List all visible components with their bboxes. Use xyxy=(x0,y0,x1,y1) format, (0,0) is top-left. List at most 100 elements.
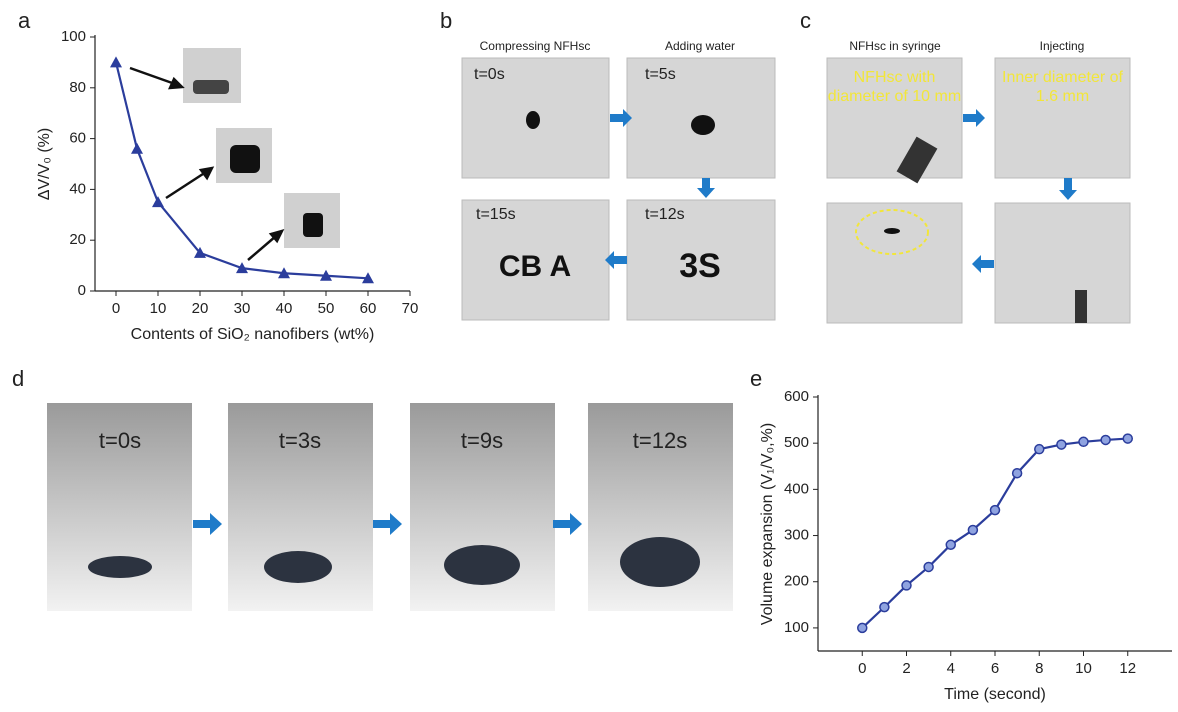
marker xyxy=(362,272,374,284)
marker xyxy=(236,262,248,274)
x-tick-label: 40 xyxy=(276,300,293,317)
marker xyxy=(1122,433,1133,444)
y-tick-label: 60 xyxy=(69,130,86,147)
photo xyxy=(994,57,1131,179)
photo xyxy=(626,199,776,321)
inset xyxy=(183,48,241,103)
x-tick-label: 10 xyxy=(1075,660,1092,677)
marker xyxy=(152,196,164,208)
marker xyxy=(320,269,332,281)
x-tick-label: 12 xyxy=(1119,660,1136,677)
note: NFHsc with diameter of 10 mm xyxy=(827,69,962,105)
note-box: NFHsc with diameter of 10 mm xyxy=(827,69,962,105)
panel-label: b xyxy=(440,8,452,33)
x-tick-label: 0 xyxy=(112,300,120,317)
note: Inner diameter of 1.6 mm xyxy=(1002,69,1123,105)
x-tick-label: 30 xyxy=(234,300,251,317)
sample xyxy=(230,145,260,173)
pointer-head xyxy=(198,166,215,181)
marker xyxy=(967,524,979,536)
data-line xyxy=(114,62,369,280)
y-axis-label: Volume expansion (V₁/V₀,%) xyxy=(759,423,776,625)
arrow xyxy=(1059,178,1077,200)
marker xyxy=(1078,436,1089,448)
sample xyxy=(193,80,229,94)
x-tick-label: 8 xyxy=(1035,660,1043,677)
panel-label: e xyxy=(750,366,762,391)
y-tick-label: 0 xyxy=(78,282,86,299)
sample xyxy=(691,115,715,135)
x-tick-label: 20 xyxy=(192,300,209,317)
y-tick-label: 20 xyxy=(69,231,86,248)
marker xyxy=(879,601,890,613)
y-tick-label: 500 xyxy=(784,434,809,451)
photo xyxy=(826,57,963,179)
caption: NFHsc in syringe xyxy=(849,39,941,53)
x-tick-label: 4 xyxy=(947,660,955,677)
time-label: t=0s xyxy=(99,428,141,453)
panel-label: a xyxy=(18,8,31,33)
x-axis-label: Time (second) xyxy=(944,686,1046,703)
sample xyxy=(303,213,323,237)
y-tick-label: 400 xyxy=(784,480,809,497)
sample: 3S xyxy=(679,247,721,285)
arrow xyxy=(697,178,715,198)
marker xyxy=(194,246,206,258)
marker xyxy=(901,580,912,591)
time-label: t=15s xyxy=(476,206,516,223)
pointer xyxy=(165,170,207,200)
x-tick-label: 50 xyxy=(318,300,335,317)
sample xyxy=(884,228,900,234)
x-tick-label: 60 xyxy=(360,300,377,317)
arrow xyxy=(610,109,632,127)
time-label: t=3s xyxy=(279,428,321,453)
pointer xyxy=(247,235,277,261)
time-label: t=0s xyxy=(474,66,505,83)
pointer xyxy=(129,66,176,86)
x-tick-label: 0 xyxy=(858,660,866,677)
sample xyxy=(526,111,540,129)
photos-d xyxy=(47,403,733,611)
time-label: t=12s xyxy=(645,206,685,223)
x-axis-label: Contents of SiO₂ nanofibers (wt%) xyxy=(131,326,375,343)
photo xyxy=(826,202,963,324)
highlight xyxy=(855,209,929,255)
marker xyxy=(923,561,934,573)
note-box: Inner diameter of 1.6 mm xyxy=(1002,69,1123,105)
arrow xyxy=(972,255,994,273)
y-tick-label: 200 xyxy=(784,573,809,590)
x-tick-label: 2 xyxy=(902,660,910,677)
pointer-head xyxy=(268,229,285,244)
sample xyxy=(88,556,152,578)
inset-photos xyxy=(129,48,340,261)
pointer-head xyxy=(168,76,185,90)
y-tick-label: 300 xyxy=(784,527,809,544)
y-tick-label: 100 xyxy=(784,619,809,636)
panel-label: c xyxy=(800,8,811,33)
time-label: t=12s xyxy=(633,428,687,453)
sample xyxy=(264,551,332,583)
marker xyxy=(1034,443,1045,455)
marker xyxy=(857,622,868,634)
arrow xyxy=(373,513,402,535)
sample xyxy=(444,545,520,585)
photo xyxy=(461,199,610,321)
y-tick-label: 600 xyxy=(784,388,809,405)
time-label: t=9s xyxy=(461,428,503,453)
marker xyxy=(1011,467,1023,479)
marker xyxy=(278,267,290,279)
x-tick-label: 10 xyxy=(150,300,167,317)
time-label: t=5s xyxy=(645,66,676,83)
caption: Compressing NFHsc xyxy=(480,39,591,53)
x-tick-label: 6 xyxy=(991,660,999,677)
syringe xyxy=(1075,290,1087,323)
arrow xyxy=(605,251,627,269)
y-tick-label: 100 xyxy=(61,28,86,45)
y-tick-label: 40 xyxy=(69,180,86,197)
marker xyxy=(1056,439,1067,450)
photos-c xyxy=(826,57,1131,324)
sample xyxy=(620,537,700,587)
caption: Injecting xyxy=(1040,39,1085,53)
caption: Adding water xyxy=(665,39,735,53)
